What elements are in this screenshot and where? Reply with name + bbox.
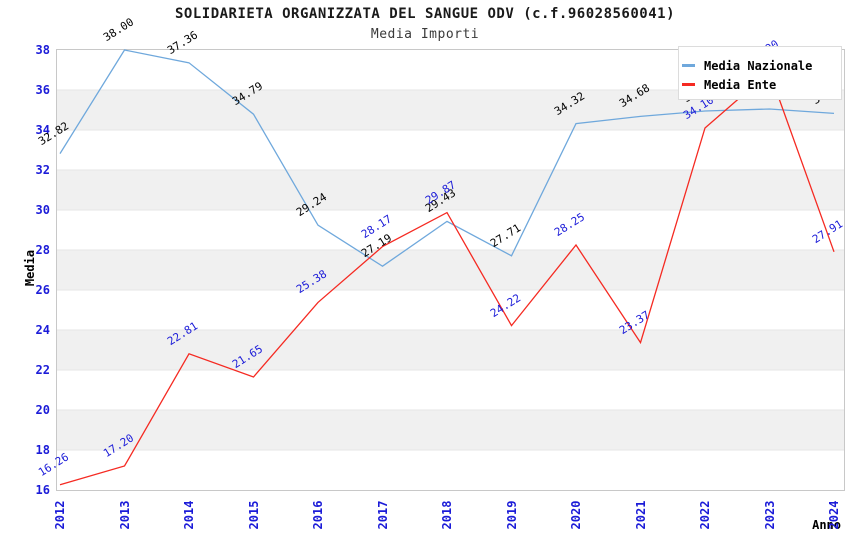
- x-tick-label: 2013: [117, 500, 132, 530]
- x-tick-label: 2012: [53, 500, 67, 530]
- y-tick-label: 26: [35, 283, 50, 297]
- y-tick-label: 34: [35, 123, 50, 137]
- y-tick-label: 16: [35, 483, 50, 497]
- x-tick-label: 2022: [698, 500, 712, 530]
- legend-label: Media Nazionale: [704, 58, 813, 73]
- chart-title: SOLIDARIETA ORGANIZZATA DEL SANGUE ODV (…: [174, 6, 675, 22]
- x-tick-label: 2023: [762, 500, 777, 530]
- series-line-media-ente: [59, 70, 835, 486]
- x-tick-label: 2018: [440, 500, 454, 530]
- legend-item: Media Nazionale: [679, 56, 841, 75]
- x-tick-label: 2019: [504, 500, 519, 530]
- chart-subtitle: Media Importi: [370, 27, 480, 42]
- x-tick-label: 2021: [633, 500, 648, 530]
- legend-label: Media Ente: [704, 77, 777, 92]
- plot-area: 32.82 38.00 37.36 34.79 29.24 27.19 29.43 27.71…: [36, 15, 845, 491]
- series-lines: [57, 49, 844, 486]
- y-tick-label: 22: [35, 363, 50, 377]
- x-tick-label: 2024: [827, 500, 841, 530]
- x-tick-label: 2015: [246, 500, 261, 530]
- y-tick-label: 18: [35, 443, 50, 457]
- y-tick-label: 32: [35, 163, 50, 177]
- y-tick-label: 38: [35, 43, 50, 57]
- x-tick-label: 2014: [182, 500, 196, 530]
- y-tick-label: 36: [35, 83, 50, 97]
- legend-line-icon: [682, 83, 695, 86]
- x-axis-label: Anno: [812, 518, 841, 532]
- y-tick-label: 28: [35, 243, 50, 257]
- series-line-media-nazionale: [59, 49, 835, 267]
- x-tick-label: 2016: [311, 500, 325, 530]
- legend-item: Media Ente: [679, 75, 841, 94]
- x-tick-label: 2017: [375, 500, 390, 530]
- y-tick-label: 20: [35, 403, 50, 417]
- x-tick-label: 2020: [569, 500, 583, 530]
- legend: Media Nazionale Media Ente: [678, 46, 842, 100]
- legend-line-icon: [682, 64, 695, 67]
- y-tick-label: 24: [35, 323, 50, 337]
- y-tick-label: 30: [35, 203, 50, 217]
